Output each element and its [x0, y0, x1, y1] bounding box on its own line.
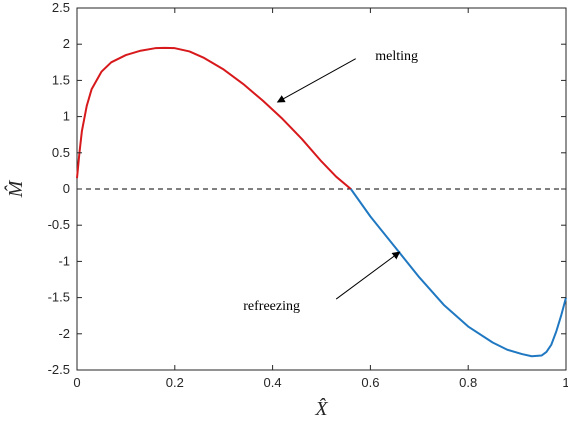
annotation-group: melting refreezing — [243, 49, 418, 314]
annotation-arrow-1 — [335, 251, 401, 300]
y-tick-label: 0 — [63, 181, 70, 196]
y-tick-label: 1.5 — [52, 72, 70, 87]
x-axis-title: X̂ — [314, 397, 328, 420]
x-tick-label: 0.6 — [361, 375, 379, 390]
y-tick-label: -2.5 — [48, 362, 70, 377]
x-tick-label: 0 — [73, 375, 80, 390]
annotation-label-1: refreezing — [243, 299, 300, 314]
y-axis-title: M̂ — [4, 179, 27, 198]
series-group — [76, 46, 567, 358]
annotation-label-0: melting — [375, 49, 418, 64]
y-tick-label: -1.5 — [48, 290, 70, 305]
axes-group: 0 0.2 0.4 0.6 0.8 1 -2.5 -2 -1.5 -1 -0.5 0 0.5 1 1.5 2 2… — [48, 0, 568, 390]
x-tick-label: 0.8 — [459, 375, 477, 390]
x-tick-label: 0.2 — [166, 375, 184, 390]
annotation-arrow-0 — [276, 58, 356, 103]
x-tick-label: 1 — [562, 375, 568, 390]
series-line-0 — [76, 46, 352, 190]
y-tick-label: 0.5 — [52, 145, 70, 160]
y-tick-label: 1 — [63, 109, 70, 124]
y-tick-label: -1 — [58, 253, 70, 268]
y-tick-label: -0.5 — [48, 217, 70, 232]
y-tick-label: -2 — [58, 326, 70, 341]
series-line-1 — [350, 188, 567, 358]
y-tick-label: 2 — [63, 36, 70, 51]
y-tick-label: 2.5 — [52, 0, 70, 15]
x-tick-label: 0.4 — [264, 375, 282, 390]
